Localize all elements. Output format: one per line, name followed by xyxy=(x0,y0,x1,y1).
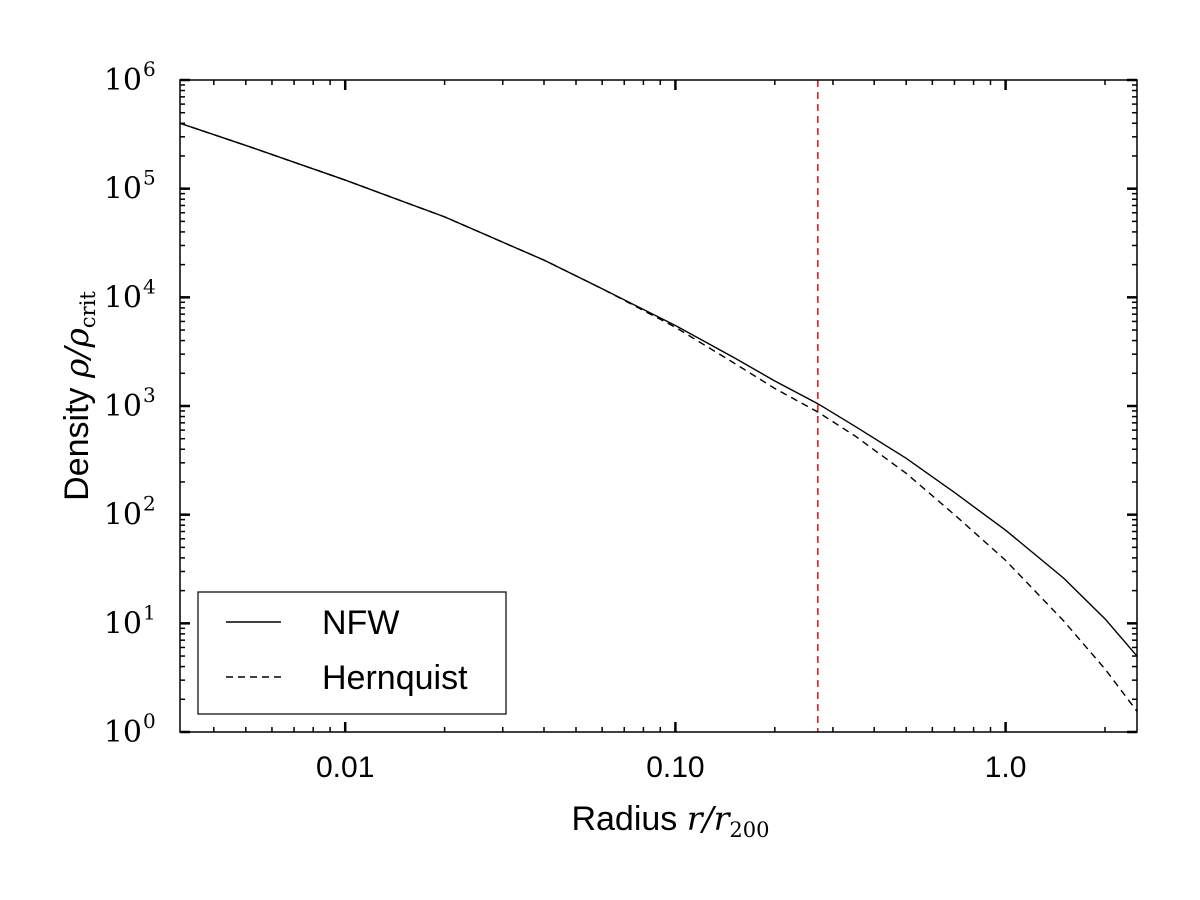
y-tick-exponent: 4 xyxy=(143,274,156,298)
y-tick-label: 10 xyxy=(104,498,142,533)
y-tick-exponent: 0 xyxy=(143,709,156,733)
y-tick-exponent: 2 xyxy=(143,492,156,516)
y-tick-exponent: 3 xyxy=(143,383,156,407)
series-line-nfw xyxy=(180,122,1137,657)
series-layer xyxy=(180,80,1137,732)
y-tick-label: 10 xyxy=(104,389,142,424)
legend: NFW Hernquist xyxy=(197,591,507,715)
x-tick-label: 0.10 xyxy=(646,751,704,784)
y-tick-exponent: 1 xyxy=(143,600,156,624)
x-tick-label: 0.01 xyxy=(316,751,374,784)
legend-box xyxy=(197,591,507,715)
plot-frame xyxy=(179,79,1138,733)
x-tick-label: 1.0 xyxy=(985,751,1027,784)
y-tick-label: 10 xyxy=(104,606,142,641)
legend-label-nfw: NFW xyxy=(322,604,399,642)
y-tick-exponent: 5 xyxy=(143,166,156,190)
y-tick-label: 10 xyxy=(104,280,142,315)
series-line-hernquist xyxy=(180,122,1137,712)
y-tick-label: 10 xyxy=(104,63,142,98)
y-tick-exponent: 6 xyxy=(143,57,156,81)
y-axis-label: Density ρ/ρcrit xyxy=(57,291,100,501)
y-tick-label: 10 xyxy=(104,172,142,207)
ticks-layer xyxy=(180,78,1137,734)
legend-label-hernquist: Hernquist xyxy=(322,659,468,697)
y-tick-label: 10 xyxy=(104,715,142,750)
x-axis-label: Radius r/r200 xyxy=(571,799,769,842)
